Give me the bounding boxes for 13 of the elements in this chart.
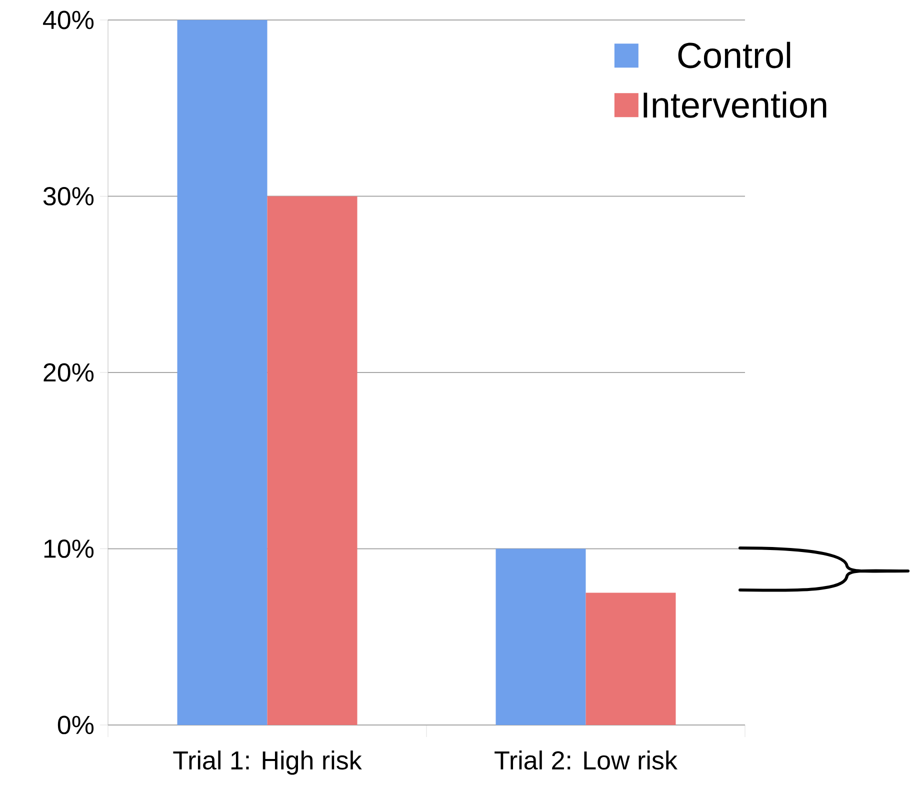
y-tick-label: 0% bbox=[58, 716, 94, 734]
y-tick-label: 10% bbox=[44, 540, 94, 558]
x-tick-label: Trial 2: Low risk bbox=[494, 750, 678, 770]
x-tick-label: Trial 1: High risk bbox=[173, 750, 362, 775]
y-tick-label: 40% bbox=[43, 10, 94, 30]
y-tick-label: 20% bbox=[44, 363, 94, 382]
y-tick-label: 30% bbox=[43, 187, 94, 206]
bar bbox=[586, 592, 676, 725]
bar bbox=[267, 196, 358, 725]
bar bbox=[496, 548, 586, 725]
bar bbox=[177, 20, 268, 725]
legend-label: Intervention bbox=[644, 91, 826, 118]
legend-label: Control bbox=[678, 42, 790, 68]
